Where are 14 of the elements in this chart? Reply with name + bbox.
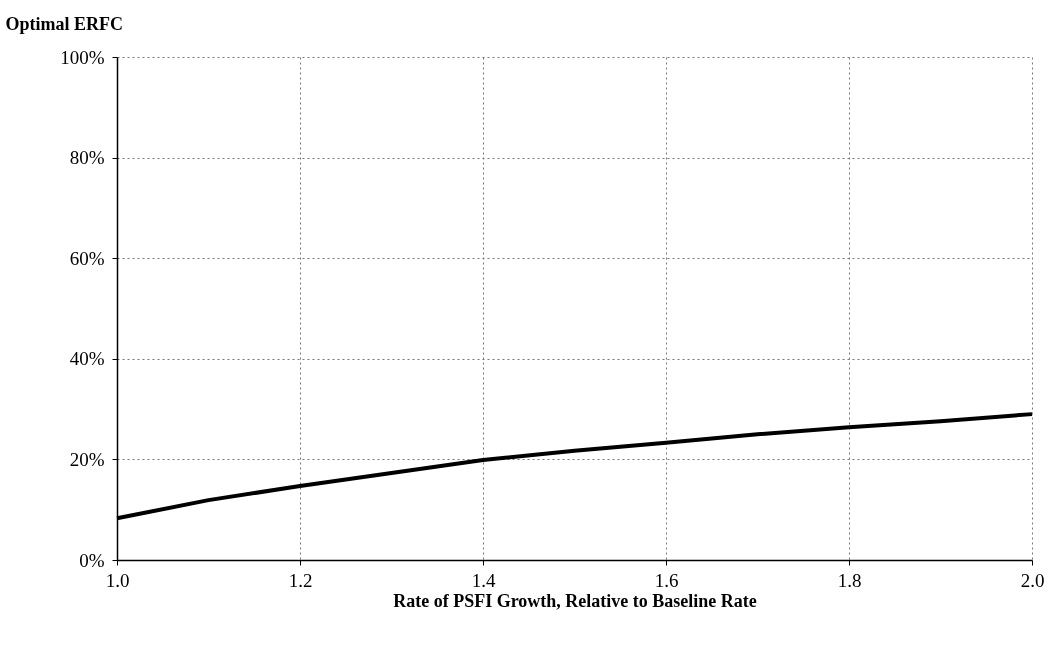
y-axis-title: Optimal ERFC [5,13,124,34]
x-tick-label: 1.0 [105,569,130,591]
x-tick-label: 1.2 [288,569,313,591]
x-tick-label: 1.6 [654,569,679,591]
x-tick-label: 2.0 [1020,569,1045,591]
y-tick-label: 40% [69,348,105,370]
x-tick-label: 1.4 [471,569,496,591]
y-tick-label: 80% [69,147,105,169]
y-tick-label: 20% [69,448,105,470]
y-tick-label: 100% [60,46,105,68]
x-axis-title: Rate of PSFI Growth, Relative to Baseline Rate [393,590,757,611]
y-tick-label: 0% [79,549,105,571]
y-tick-label: 60% [69,247,105,269]
x-tick-label: 1.8 [837,569,862,591]
